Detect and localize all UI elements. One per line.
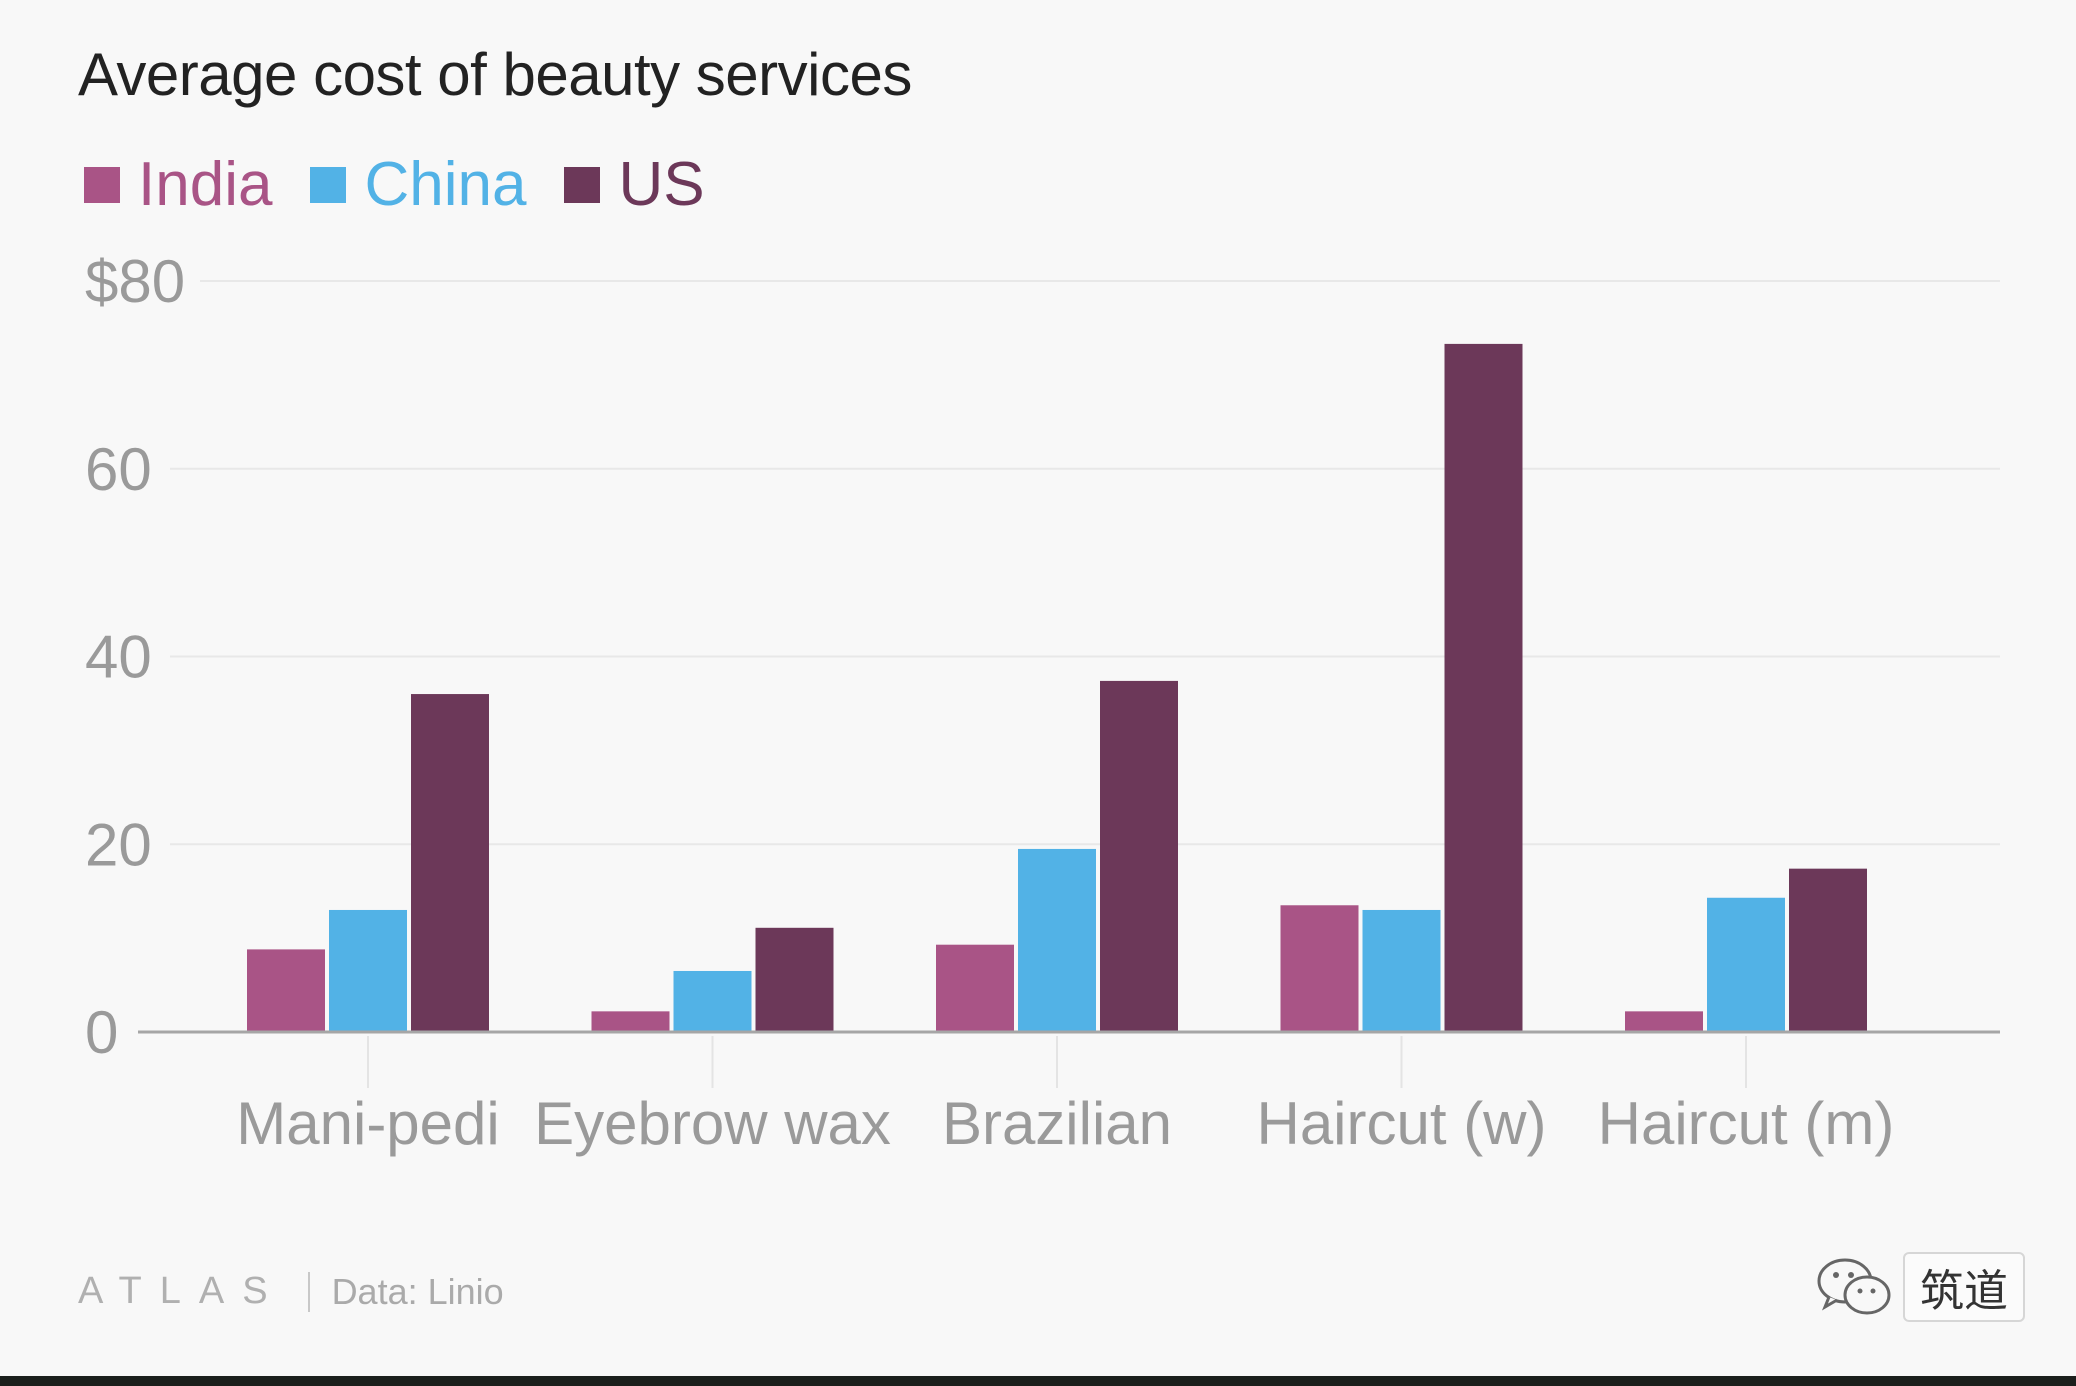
atlas-logo: ATLAS bbox=[78, 1270, 286, 1312]
bar-india-0 bbox=[247, 949, 325, 1032]
bar-china-2 bbox=[1018, 848, 1096, 1032]
bar-us-1 bbox=[755, 927, 834, 1032]
x-axis-ticks: Mani-pedi Eyebrow wax Brazilian Haircut (w)… bbox=[236, 1036, 1894, 1157]
bar-us-0 bbox=[411, 694, 489, 1032]
legend-swatch-us bbox=[564, 167, 601, 203]
watermark-label: 筑道 bbox=[1903, 1252, 2025, 1322]
footer-divider bbox=[307, 1271, 310, 1312]
x-tick-label: Brazilian bbox=[942, 1090, 1172, 1157]
y-tick-label: 0 bbox=[85, 999, 118, 1066]
bar-india-4 bbox=[1625, 1011, 1703, 1032]
bottom-strip bbox=[0, 1376, 2076, 1386]
bar-china-3 bbox=[1362, 909, 1441, 1032]
x-tick-label: Haircut (w) bbox=[1256, 1090, 1546, 1157]
legend-swatch-china bbox=[310, 167, 347, 203]
bar-us-2 bbox=[1100, 680, 1178, 1032]
bar-india-3 bbox=[1280, 905, 1359, 1032]
y-tick-label: $80 bbox=[85, 248, 185, 315]
legend-label-india: India bbox=[138, 150, 273, 219]
legend-item-india: India bbox=[84, 150, 272, 220]
footer: ATLAS Data: Linio bbox=[78, 1270, 504, 1313]
legend-item-china: China bbox=[310, 150, 526, 220]
x-tick-label: Haircut (m) bbox=[1598, 1090, 1895, 1157]
bar-chart: 0 20 40 60 $80 Mani-pedi Eyebrow wax Brazilian… bbox=[85, 248, 2000, 1157]
bar-india-1 bbox=[591, 1011, 670, 1032]
x-tick-label: Eyebrow wax bbox=[534, 1090, 891, 1157]
wechat-icon bbox=[1817, 1258, 1891, 1315]
x-tick-label: Mani-pedi bbox=[236, 1090, 499, 1157]
bar-india-2 bbox=[936, 944, 1014, 1032]
bar-china-0 bbox=[329, 909, 407, 1032]
y-tick-label: 60 bbox=[85, 436, 152, 503]
y-tick-label: 20 bbox=[85, 811, 152, 878]
legend-swatch-india bbox=[84, 167, 120, 203]
chart-title: Average cost of beauty services bbox=[78, 41, 912, 108]
bar-us-3 bbox=[1444, 343, 1523, 1032]
legend-label-us: US bbox=[618, 150, 705, 219]
legend: India China US bbox=[84, 150, 705, 220]
data-source: Data: Linio bbox=[331, 1270, 504, 1312]
watermark: 筑道 bbox=[1815, 1252, 2025, 1322]
legend-item-us: US bbox=[564, 150, 705, 220]
bars bbox=[247, 343, 1867, 1032]
y-tick-label: 40 bbox=[85, 624, 152, 691]
bar-china-4 bbox=[1707, 897, 1785, 1032]
legend-label-china: China bbox=[364, 150, 527, 219]
y-axis-ticks: 0 20 40 60 $80 bbox=[85, 248, 185, 1066]
bar-china-1 bbox=[673, 970, 752, 1032]
bar-us-4 bbox=[1789, 868, 1867, 1032]
